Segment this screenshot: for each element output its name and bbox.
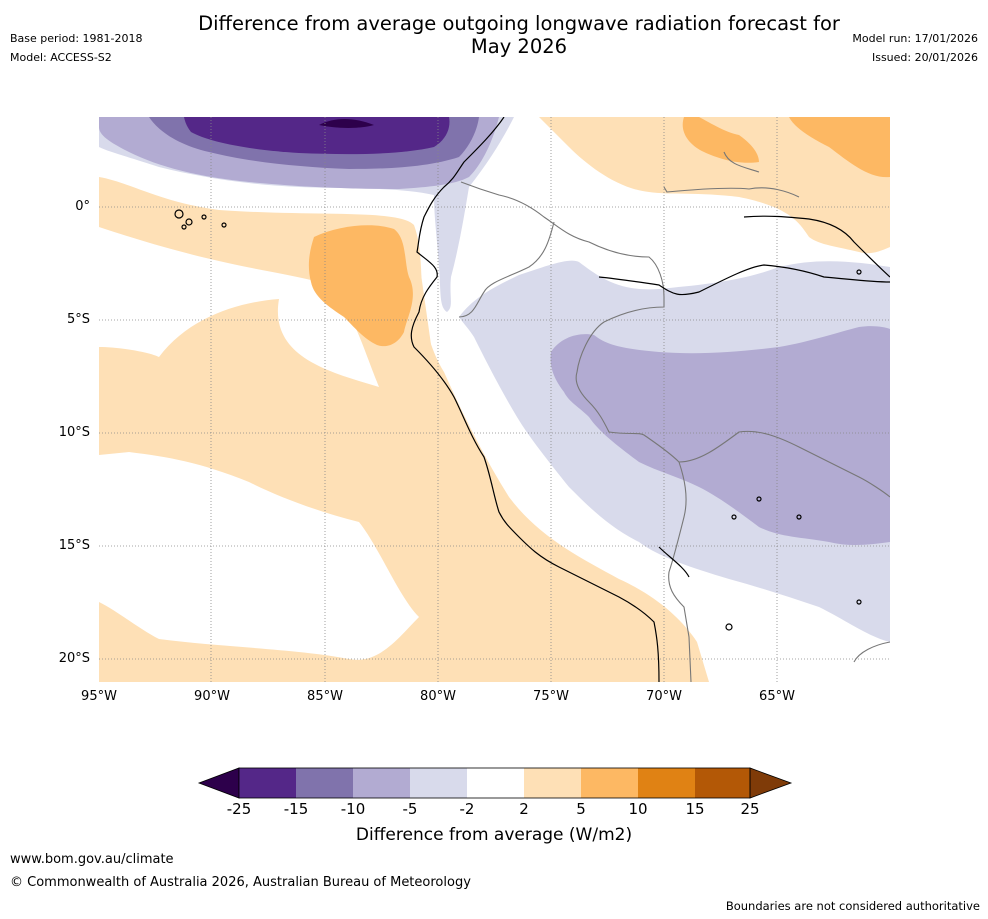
page-title: Difference from average outgoing longwav… — [0, 12, 988, 58]
colorbar-tick-8: 15 — [685, 800, 705, 818]
anomaly-region-negative-severe-north — [184, 117, 450, 155]
forecast-map — [99, 117, 890, 682]
model-run-text: Model run: 17/01/2026 — [852, 32, 978, 45]
website-link[interactable]: www.bom.gov.au/climate — [10, 852, 174, 867]
colorbar-tick-0: -25 — [226, 800, 252, 818]
lon-label-95w: 95°W — [81, 689, 117, 704]
colorbar-segment-4 — [410, 768, 467, 798]
anomaly-region-positive-medium-coast — [308, 225, 413, 347]
lon-label-90w: 90°W — [194, 689, 230, 704]
lat-label-5s: 5°S — [66, 312, 90, 327]
colorbar-label: Difference from average (W/m2) — [355, 825, 633, 845]
colorbar-tick-6: 5 — [576, 800, 586, 818]
lon-label-65w: 65°W — [759, 689, 795, 704]
colorbar-tick-2: -10 — [340, 800, 366, 818]
lon-label-85w: 85°W — [307, 689, 343, 704]
anomaly-region-negative-extreme-north — [319, 119, 374, 128]
lat-label-10s: 10°S — [58, 425, 90, 440]
colorbar-low-arrow — [197, 767, 240, 799]
colorbar-segment-8 — [638, 768, 695, 798]
colorbar-tick-9: 25 — [740, 800, 760, 818]
lon-label-80w: 80°W — [420, 689, 456, 704]
colorbar-tick-4: -2 — [459, 800, 475, 818]
anomaly-region-positive-medium-northeast — [682, 117, 759, 163]
lat-label-0: 0° — [75, 199, 90, 214]
base-period-text: Base period: 1981-2018 — [10, 32, 143, 45]
colorbar-tick-3: -5 — [402, 800, 418, 818]
colorbar-segment-5 — [467, 768, 524, 798]
colorbar-tick-5: 2 — [519, 800, 529, 818]
title-line-2: May 2026 — [470, 35, 568, 58]
map-gridlines — [99, 117, 890, 682]
title-line-1: Difference from average outgoing longwav… — [198, 12, 840, 35]
lat-label-20s: 20°S — [58, 651, 90, 666]
colorbar-outline — [238, 767, 751, 799]
colorbar-segment-9 — [695, 768, 750, 798]
lat-label-15s: 15°S — [58, 538, 90, 553]
colorbar-segment-7 — [581, 768, 638, 798]
disclaimer-text: Boundaries are not considered authoritat… — [725, 899, 980, 913]
model-text: Model: ACCESS-S2 — [10, 51, 112, 64]
colorbar-segment-2 — [296, 768, 353, 798]
colorbar-tick-7: 10 — [628, 800, 648, 818]
lon-label-70w: 70°W — [646, 689, 682, 704]
colorbar-segment-1 — [239, 768, 296, 798]
anomaly-region-positive-light-coast — [414, 225, 697, 682]
anomaly-region-negative-medium-east — [550, 326, 890, 546]
colorbar-segment-3 — [353, 768, 410, 798]
colorbar-segment-6 — [524, 768, 581, 798]
lon-label-75w: 75°W — [533, 689, 569, 704]
country-borders — [458, 151, 890, 682]
issued-text: Issued: 20/01/2026 — [871, 51, 978, 64]
coastlines — [174, 117, 890, 682]
colorbar-high-arrow — [749, 767, 793, 799]
colorbar — [197, 767, 793, 799]
colorbar-tick-1: -15 — [283, 800, 309, 818]
copyright-text: © Commonwealth of Australia 2026, Austra… — [10, 875, 471, 890]
anomaly-region-positive-light-northeast — [539, 117, 890, 254]
anomaly-region-positive-medium-far-northeast — [789, 117, 890, 178]
